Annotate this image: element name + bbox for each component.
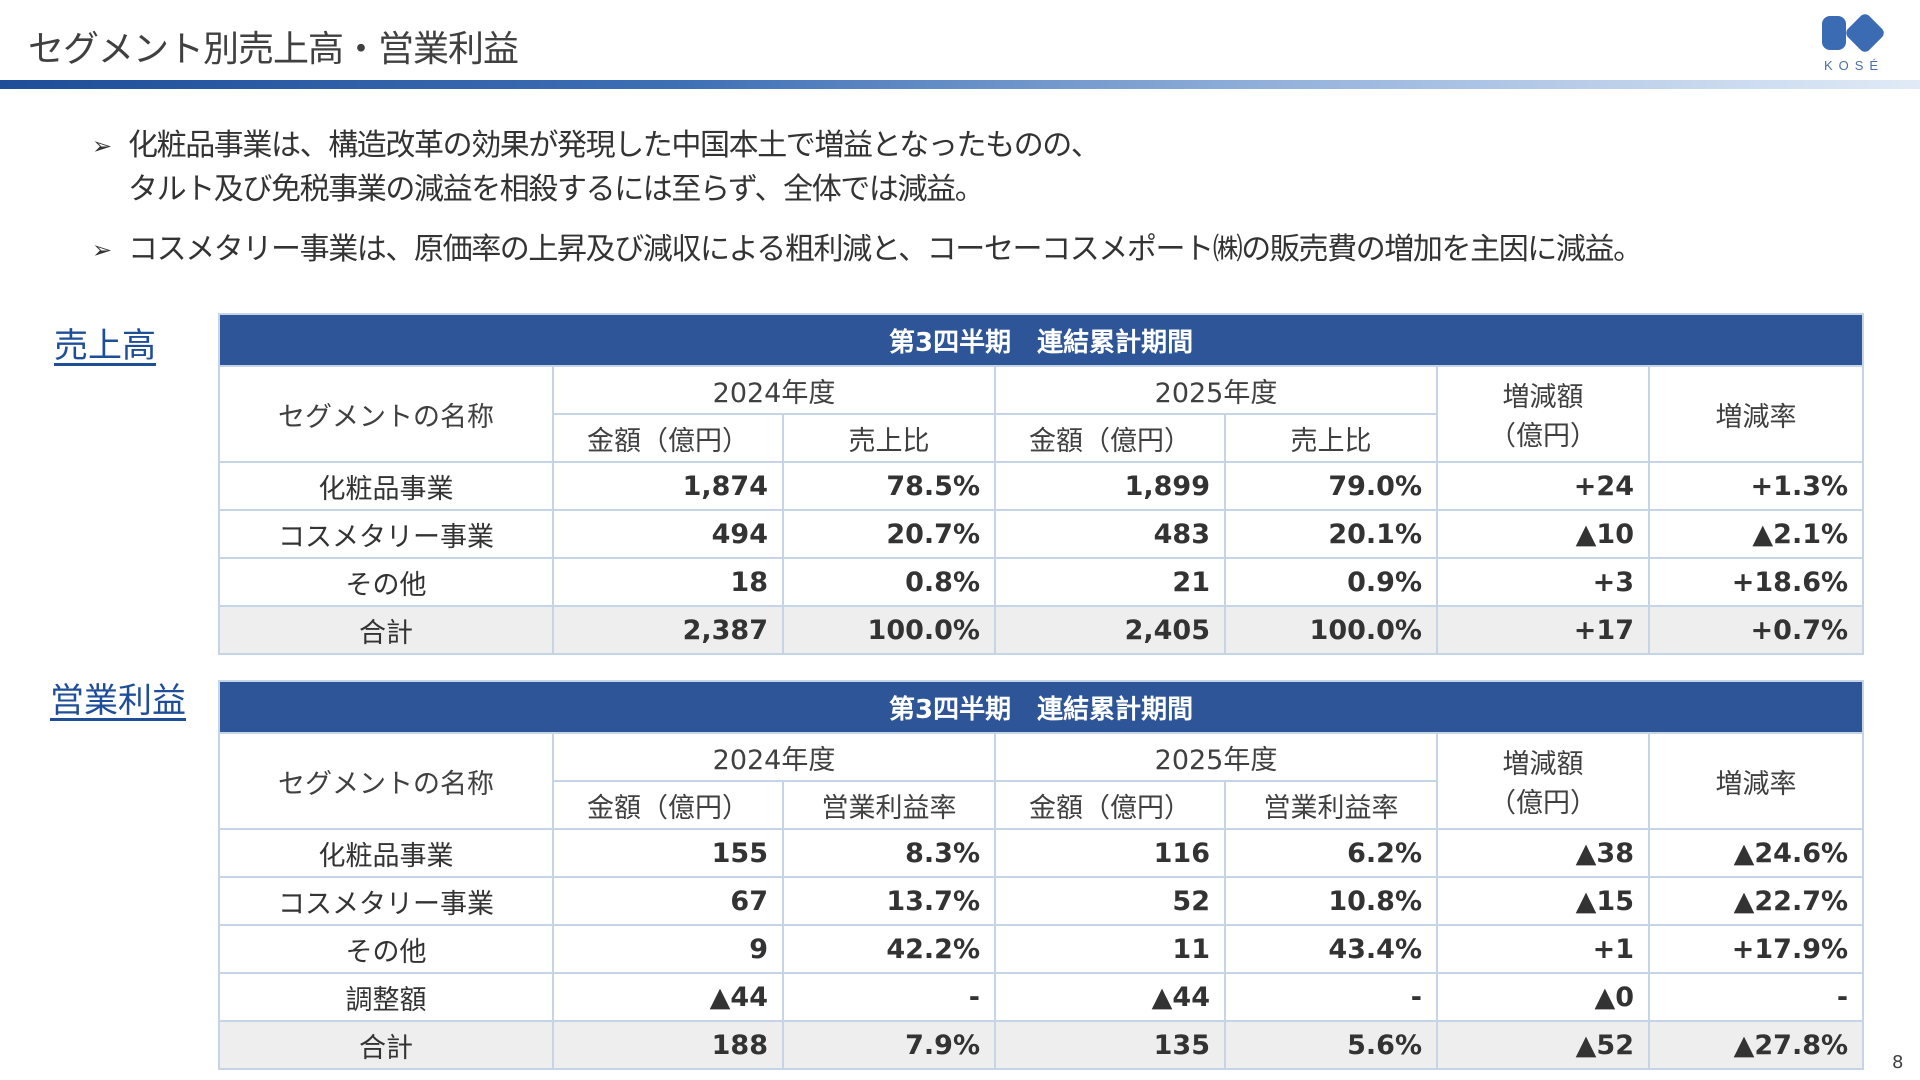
bullet-cosmetaries: ➢ コスメタリー事業は、原価率の上昇及び減収による粗利減と、コーセーコスメポート…	[92, 228, 1643, 272]
fy2025-header: 2025年度	[994, 732, 1438, 782]
period-header: 第3四半期 連結累計期間	[217, 680, 1865, 734]
change-amount-header: 増減額 （億円）	[1436, 365, 1650, 463]
fy2025-header: 2025年度	[994, 365, 1438, 415]
arrow-bullet-icon: ➢	[92, 236, 112, 264]
amount-header: 金額（億円）	[994, 780, 1226, 830]
segment-name-header: セグメントの名称	[218, 732, 554, 830]
operating-profit-table: 第3四半期 連結累計期間 セグメントの名称 2024年度 2025年度 増減額 …	[217, 680, 1865, 1070]
sales-section-label: 売上高	[54, 326, 156, 366]
logo-text: KOSÉ	[1823, 58, 1885, 73]
margin-header: 営業利益率	[782, 780, 996, 830]
sales-table: 第3四半期 連結累計期間 セグメントの名称 2024年度 2025年度 増減額 …	[217, 313, 1865, 655]
bullet-line: 化粧品事業は、構造改革の効果が発現した中国本土で増益となったものの、	[128, 128, 1101, 163]
amount-header: 金額（億円）	[552, 413, 784, 463]
margin-header: 営業利益率	[1224, 780, 1438, 830]
page-title: セグメント別売上高・営業利益	[28, 29, 519, 70]
table-row: 化粧品事業 155 8.3% 116 6.2% ▲38 ▲24.6%	[218, 828, 1865, 878]
table-row-total: 合計 188 7.9% 135 5.6% ▲52 ▲27.8%	[218, 1020, 1865, 1070]
segment-name-header: セグメントの名称	[218, 365, 554, 463]
bullet-line: コスメタリー事業は、原価率の上昇及び減収による粗利減と、コーセーコスメポート㈱の…	[128, 232, 1643, 267]
table-row: その他 9 42.2% 11 43.4% +1 +17.9%	[218, 924, 1865, 974]
arrow-bullet-icon: ➢	[92, 132, 112, 160]
amount-header: 金額（億円）	[994, 413, 1226, 463]
ratio-header: 売上比	[1224, 413, 1438, 463]
change-amount-header: 増減額 （億円）	[1436, 732, 1650, 830]
bullet-cosmetics: ➢ 化粧品事業は、構造改革の効果が発現した中国本土で増益となったものの、 タルト…	[92, 124, 1642, 212]
table-row: 化粧品事業 1,874 78.5% 1,899 79.0% +24 +1.3%	[218, 461, 1865, 511]
table-row: 調整額 ▲44 - ▲44 - ▲0 -	[218, 972, 1865, 1022]
ratio-header: 売上比	[782, 413, 996, 463]
kose-logo: KOSÉ	[1818, 11, 1890, 76]
fy2024-header: 2024年度	[552, 365, 996, 415]
table-row: その他 18 0.8% 21 0.9% +3 +18.6%	[218, 557, 1865, 607]
page-number: 8	[1892, 1052, 1904, 1073]
title-divider	[0, 80, 1920, 89]
bullet-line: タルト及び免税事業の減益を相殺するには至らず、全体では減益。	[128, 172, 985, 207]
table-row-total: 合計 2,387 100.0% 2,405 100.0% +17 +0.7%	[218, 605, 1865, 655]
amount-header: 金額（億円）	[552, 780, 784, 830]
operating-profit-section-label: 営業利益	[50, 681, 186, 721]
summary-bullets: ➢ 化粧品事業は、構造改革の効果が発現した中国本土で増益となったものの、 タルト…	[92, 124, 1643, 272]
period-header: 第3四半期 連結累計期間	[217, 313, 1865, 367]
logo-mark-icon	[1818, 11, 1890, 55]
change-rate-header: 増減率	[1647, 365, 1865, 463]
table-row: コスメタリー事業 494 20.7% 483 20.1% ▲10 ▲2.1%	[218, 509, 1865, 559]
table-row: コスメタリー事業 67 13.7% 52 10.8% ▲15 ▲22.7%	[218, 876, 1865, 926]
fy2024-header: 2024年度	[552, 732, 996, 782]
change-rate-header: 増減率	[1647, 732, 1865, 830]
